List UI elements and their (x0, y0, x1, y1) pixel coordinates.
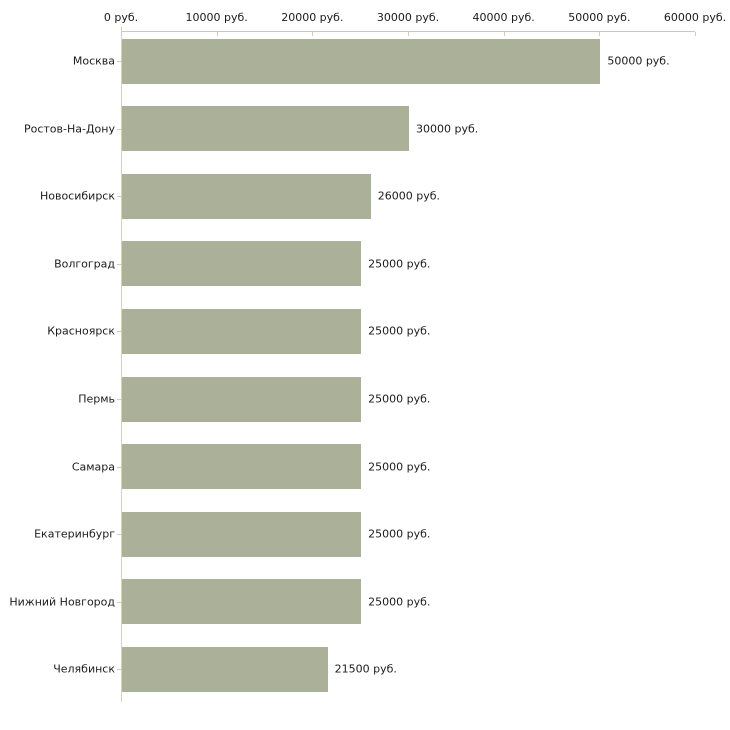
x-axis-tick-label: 20000 руб. (281, 11, 344, 24)
value-label: 25000 руб. (368, 392, 431, 406)
y-axis-tick-mark (117, 602, 122, 603)
value-label: 25000 руб. (368, 595, 431, 609)
x-axis-tick-label: 10000 руб. (185, 11, 248, 24)
bar (122, 173, 371, 219)
y-axis-tick-mark (117, 61, 122, 62)
x-axis-tick-mark (216, 32, 218, 36)
value-label: 25000 руб. (368, 460, 431, 474)
x-axis-tick-label: 30000 руб. (376, 11, 440, 24)
x-axis-tick-mark (599, 32, 601, 36)
x-axis-tick-mark (121, 32, 122, 36)
bar (122, 376, 362, 422)
y-axis-tick-mark (117, 129, 122, 130)
value-label: 25000 руб. (368, 257, 431, 271)
y-axis-tick-mark (117, 669, 122, 670)
x-axis-line (121, 31, 695, 32)
value-label: 26000 руб. (377, 189, 440, 203)
x-axis-tick-label: 50000 руб. (568, 11, 631, 24)
x-axis-tick-mark (503, 32, 505, 36)
category-label: Челябинск (53, 662, 115, 676)
y-axis-tick-mark (117, 264, 122, 265)
category-label: Москва (72, 54, 115, 68)
x-axis-tick-label: 60000 руб. (663, 11, 727, 24)
y-axis-tick-mark (117, 331, 122, 332)
category-label: Красноярск (47, 324, 115, 338)
value-label: 25000 руб. (368, 324, 431, 338)
category-label: Волгоград (54, 257, 115, 271)
category-label: Ростов-На-Дону (23, 122, 115, 136)
y-axis-tick-mark (117, 467, 122, 468)
x-axis-tick-mark (312, 32, 314, 36)
category-label: Пермь (78, 392, 115, 406)
y-axis-tick-mark (117, 399, 122, 400)
bar (122, 38, 601, 84)
category-label: Нижний Новгород (9, 595, 115, 609)
x-axis-tick-mark (695, 32, 696, 36)
y-axis-tick-mark (117, 196, 122, 197)
bar (122, 511, 362, 557)
x-axis-tick-label: 40000 руб. (472, 11, 535, 24)
category-label: Самара (71, 460, 115, 474)
x-axis-tick-label: 0 руб. (103, 11, 139, 24)
category-label: Новосибирск (39, 189, 115, 203)
value-label: 21500 руб. (334, 662, 397, 676)
category-label: Екатеринбург (34, 527, 115, 541)
value-label: 30000 руб. (416, 122, 479, 136)
bar (122, 444, 362, 490)
value-label: 25000 руб. (368, 527, 431, 541)
y-axis-zero-line (121, 27, 122, 702)
x-axis-tick-mark (408, 32, 409, 36)
bar (122, 241, 362, 287)
bar (122, 308, 362, 354)
bar (122, 106, 409, 152)
bar (122, 579, 362, 625)
bar (122, 646, 328, 692)
value-label: 50000 руб. (607, 54, 670, 68)
y-axis-tick-mark (117, 534, 122, 535)
